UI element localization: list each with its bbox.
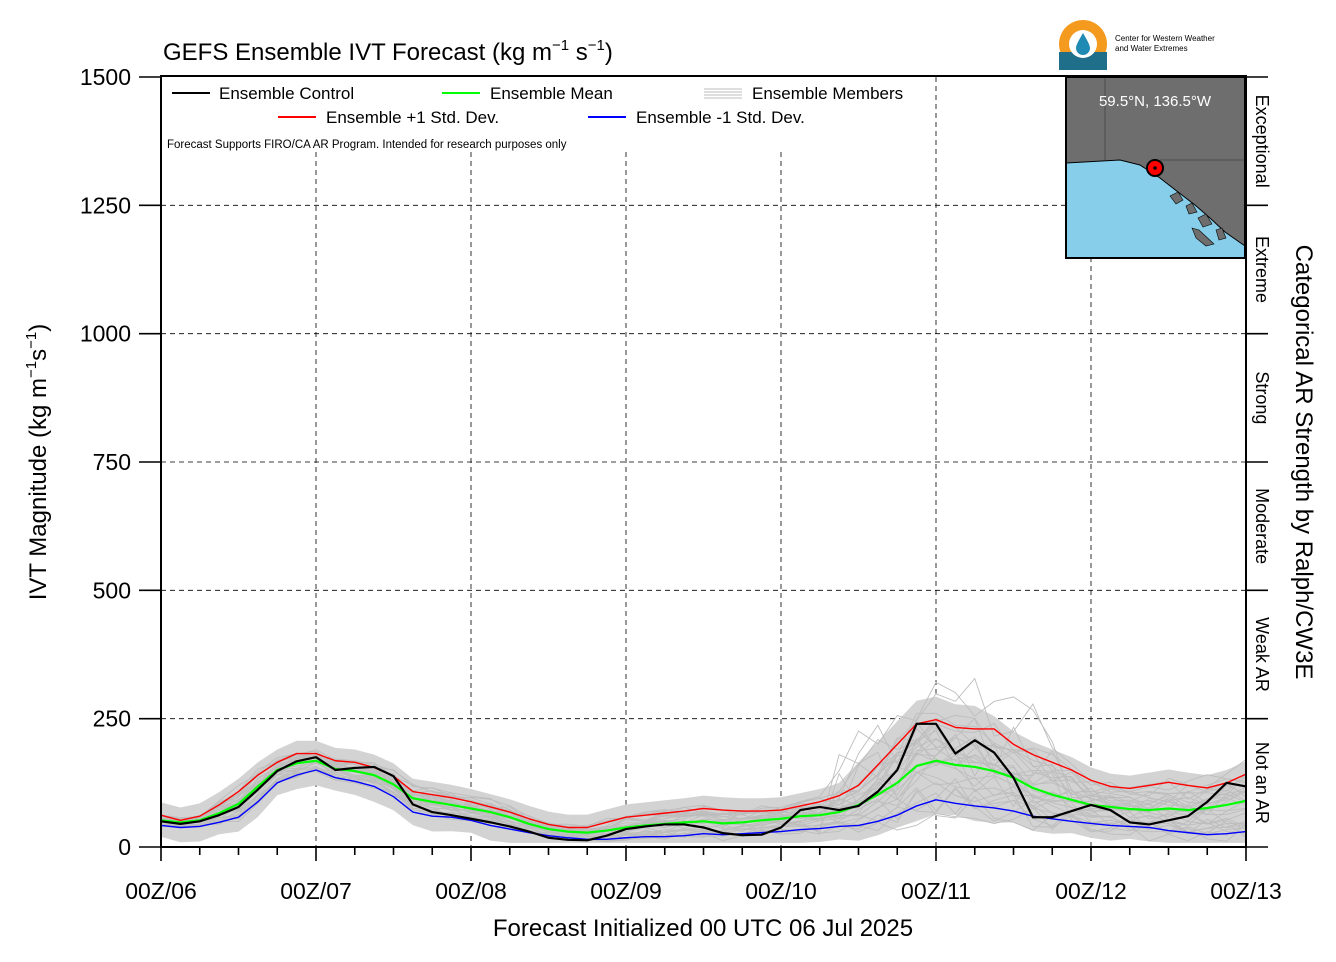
- plus-std-line: [160, 718, 1247, 829]
- x-tick-label: 00Z/09: [590, 878, 662, 904]
- inset-islands: [1169, 191, 1227, 247]
- y-tick-label: 1000: [80, 321, 131, 347]
- ensemble-member-line: [160, 712, 1247, 828]
- x-tick-label: 00Z/10: [745, 878, 817, 904]
- y-axis-label-end: ): [25, 324, 52, 332]
- inset-frame: [1065, 76, 1246, 259]
- cw3e-logo: Center for Western Weather and Water Ext…: [1059, 20, 1215, 70]
- category-label: Not an AR: [1252, 742, 1272, 824]
- legend-swatch-members: [704, 88, 742, 99]
- ensemble-member-line: [160, 737, 1247, 833]
- category-label: Moderate: [1252, 488, 1272, 564]
- ensemble-member-line: [160, 767, 1247, 840]
- water-drop-icon: [1076, 33, 1090, 55]
- category-label: Strong: [1252, 371, 1272, 424]
- ensemble-member-line: [160, 755, 1247, 835]
- y-axis: 0 250 500 750 1000 1250 1500: [80, 64, 161, 860]
- category-label: Exceptional: [1252, 95, 1272, 188]
- legend-label-members: Ensemble Members: [752, 84, 903, 103]
- legend: Ensemble Control Ensemble Mean Ensemble …: [172, 84, 903, 127]
- ensemble-member-line: [160, 714, 1247, 827]
- logo-water-band: [1059, 52, 1107, 70]
- y-axis-label-sup1: −1: [23, 361, 40, 378]
- category-label: Extreme: [1252, 236, 1272, 303]
- y-tick-label: 0: [118, 834, 131, 860]
- chart-title-mid: s: [569, 39, 588, 66]
- location-inset-map: 59.5°N, 136.5°W: [1065, 76, 1246, 259]
- legend-label-mean: Ensemble Mean: [490, 84, 613, 103]
- chart-title: GEFS Ensemble IVT Forecast (kg m−1 s−1): [163, 37, 613, 66]
- disclaimer: Forecast Supports FIRO/CA AR Program. In…: [167, 139, 567, 151]
- ensemble-member-line: [160, 727, 1247, 831]
- inset-location-label: 59.5°N, 136.5°W: [1099, 93, 1212, 110]
- location-marker-center: [1153, 166, 1157, 170]
- y-axis-label-text: IVT Magnitude (kg m: [25, 378, 52, 600]
- legend-label-plus-std: Ensemble +1 Std. Dev.: [326, 108, 499, 127]
- chart-title-sup2: −1: [588, 37, 605, 54]
- logo-text-line2: and Water Extremes: [1115, 44, 1188, 53]
- ensemble-member-line: [160, 726, 1247, 838]
- ensemble-member-line: [160, 723, 1247, 831]
- x-tick-label: 00Z/11: [901, 878, 971, 904]
- x-tick-label: 00Z/13: [1210, 878, 1282, 904]
- legend-label-minus-std: Ensemble -1 Std. Dev.: [636, 108, 805, 127]
- x-tick-label: 00Z/06: [125, 878, 197, 904]
- x-axis-label: Forecast Initialized 00 UTC 06 Jul 2025: [493, 915, 913, 942]
- series-layer: [160, 718, 1247, 842]
- chart-title-text: GEFS Ensemble IVT Forecast (kg m: [163, 39, 552, 66]
- right-axis-label: Categorical AR Strength by Ralph/CW3E: [1290, 245, 1317, 680]
- y-axis-label-sup2: −1: [23, 332, 40, 349]
- x-axis: 00Z/06 00Z/07 00Z/08 00Z/09 00Z/10 00Z/11 00Z/…: [125, 847, 1282, 904]
- y-axis-label: IVT Magnitude (kg m−1s−1): [23, 324, 52, 601]
- y-axis-label-mid: s: [25, 349, 52, 361]
- category-label: Weak AR: [1252, 617, 1272, 692]
- category-axis: Not an AR Weak AR Moderate Strong Extreme Exc…: [1246, 76, 1272, 848]
- control-line: [160, 722, 1247, 842]
- y-tick-label: 1250: [80, 192, 131, 218]
- chart-title-sup1: −1: [552, 37, 569, 54]
- ensemble-member-line: [160, 737, 1247, 842]
- x-tick-label: 00Z/12: [1055, 878, 1127, 904]
- minus-std-line: [160, 769, 1247, 840]
- ensemble-member-line: [160, 737, 1247, 831]
- x-tick-label: 00Z/07: [280, 878, 352, 904]
- y-tick-label: 250: [93, 706, 131, 732]
- legend-label-control: Ensemble Control: [219, 84, 354, 103]
- y-tick-label: 1500: [80, 64, 131, 90]
- y-tick-label: 500: [93, 577, 131, 603]
- y-tick-label: 750: [93, 449, 131, 475]
- chart-title-end: ): [605, 39, 613, 66]
- logo-text-line1: Center for Western Weather: [1115, 34, 1215, 43]
- x-tick-label: 00Z/08: [435, 878, 507, 904]
